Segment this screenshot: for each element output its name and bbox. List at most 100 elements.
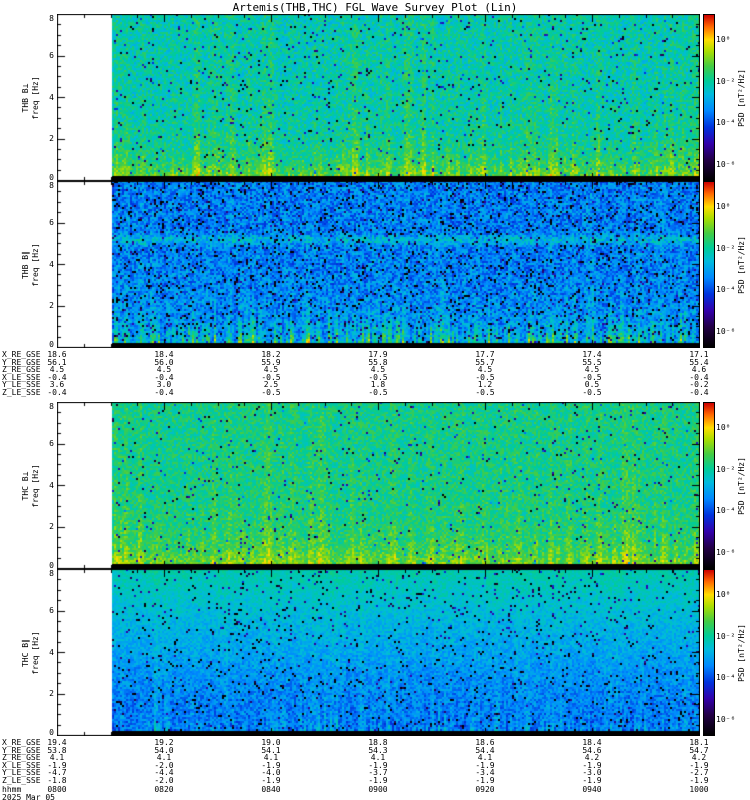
ephemeris-row-label: Y_RE_GSE [2,745,41,755]
ephemeris-value: 1.8 [370,380,386,389]
ephemeris-value: -1.9 [368,760,388,770]
time-tick-label: 0940 [582,784,602,794]
ephemeris-value: -1.9 [261,775,281,785]
colorbar-tick-label: 10⁰ [716,34,731,44]
ephemeris-value: 17.9 [368,350,388,359]
ephemeris-value: -0.4 [47,387,67,397]
ephemeris-value: 56.0 [154,357,174,367]
time-tick-label: 0800 [47,784,67,794]
psd-axis-label: PSD [nT²/Hz] [737,623,746,682]
ephemeris-value: 55.4 [689,357,709,367]
freq-tick-label: 8 [49,14,54,23]
ephemeris-value: -0.5 [475,387,495,397]
ephemeris-value: -0.4 [154,372,174,382]
freq-tick-label: 2 [49,689,54,699]
ephemeris-row-label: Y_LE_SSE [2,768,41,777]
freq-tick-label: 6 [49,605,54,615]
ephemeris-value: 4.5 [584,365,600,374]
ephemeris-value: 54.1 [261,745,281,755]
freq-tick-label: 0 [49,173,54,182]
freq-tick-label: 4 [49,92,54,102]
colorbar-tick-label: 10⁻⁶ [716,327,736,337]
ephemeris-row-label: X_LE_SSE [2,760,41,770]
spectrogram-canvas-thb-bpar [57,181,700,348]
ephemeris-value: -0.5 [368,387,388,397]
colorbar-thc-bperp [703,402,715,569]
freq-axis-label: freq [Hz] [31,75,40,120]
colorbar-tick-label: 10⁻⁴ [716,506,736,516]
spectrogram-canvas-thb-bperp [57,14,700,181]
ephemeris-value: -1.9 [582,760,602,770]
ephemeris-value: -2.7 [689,768,709,777]
panel-component-label: THB B⊥ [21,83,30,112]
plot-title: Artemis(THB,THC) FGL Wave Survey Plot (L… [232,1,518,14]
ephemeris-value: -0.5 [582,372,602,382]
colorbar-tick-label: 10⁰ [716,589,731,599]
ephemeris-value: 4.5 [49,365,65,374]
ephemeris-value: 4.5 [156,365,172,374]
freq-tick-label: 0 [49,561,54,570]
ephemeris-row-label: X_RE_GSE [2,350,41,359]
ephemeris-value: 4.5 [263,365,279,374]
freq-tick-label: 2 [49,301,54,311]
ephemeris-value: 54.7 [689,745,709,755]
ephemeris-row-label: X_RE_GSE [2,738,41,747]
ephemeris-value: 18.4 [154,350,174,359]
ephemeris-value: 1.2 [477,380,493,389]
ephemeris-value: 54.4 [475,745,495,755]
time-axis-label: hhmm [2,784,22,794]
freq-tick-label: 6 [49,217,54,227]
freq-tick-label: 4 [49,647,54,657]
ephemeris-value: -1.9 [475,775,495,785]
ephemeris-value: -0.4 [689,387,709,397]
colorbar-tick-label: 10⁻⁶ [716,548,736,558]
ephemeris-value: 3.0 [156,380,172,389]
ephemeris-value: 18.1 [689,738,709,747]
colorbar-tick-label: 10⁰ [716,422,731,432]
ephemeris-row-label: Z_LE_SSE [2,775,41,785]
ephemeris-value: -4.0 [261,768,281,777]
colorbar-tick-label: 10⁻⁴ [716,285,736,295]
colorbar-tick-label: 10⁻² [716,76,736,86]
ephemeris-value: 4.1 [49,753,65,762]
ephemeris-value: 4.6 [691,365,707,374]
ephemeris-value: 17.4 [582,350,602,359]
panel-component-label: THC B⊥ [21,471,30,500]
ephemeris-value: -4.4 [154,768,174,777]
freq-tick-label: 8 [49,402,54,411]
panel-ylabel-rotated: THB B⊥ freq [Hz] [21,76,41,119]
ephemeris-value: -1.9 [689,760,709,770]
ephemeris-value: -1.9 [261,760,281,770]
freq-tick-label: 4 [49,480,54,490]
panel-ylabel-rotated: THC B∥ freq [Hz] [21,631,41,674]
ephemeris-value: 4.1 [477,753,493,762]
ephemeris-row-label: X_LE_SSE [2,372,41,382]
freq-tick-label: 4 [49,259,54,269]
ephemeris-value: 54.0 [154,745,174,755]
psd-axis-label: PSD [nT²/Hz] [737,456,746,515]
freq-axis-label: freq [Hz] [31,630,40,675]
ephemeris-value: 18.6 [475,738,495,747]
ephemeris-row-label: Y_LE_SSE [2,380,41,389]
ephemeris-value: -0.5 [582,387,602,397]
ephemeris-value: 55.8 [368,357,388,367]
freq-tick-label: 2 [49,522,54,532]
ephemeris-value: 56.1 [47,357,67,367]
ephemeris-value: -1.9 [582,775,602,785]
panel-component-label: THB B∥ [21,250,30,279]
ephemeris-value: 54.6 [582,745,602,755]
ephemeris-value: -3.4 [475,768,495,777]
ephemeris-row-label: Z_RE_GSE [2,365,41,374]
ephemeris-value: 4.5 [370,365,386,374]
panel-ylabel-rotated: THB B∥ freq [Hz] [21,243,41,286]
ephemeris-value: -1.9 [689,775,709,785]
panel-component-label: THC B∥ [21,638,30,667]
ephemeris-value: -0.4 [689,372,709,382]
psd-axis-label: PSD [nT²/Hz] [737,68,746,127]
ephemeris-value: -1.9 [368,775,388,785]
ephemeris-value: -0.4 [154,387,174,397]
ephemeris-value: 55.7 [475,357,495,367]
ephemeris-value: 18.8 [368,738,388,747]
colorbar-tick-label: 10⁻⁶ [716,160,736,170]
